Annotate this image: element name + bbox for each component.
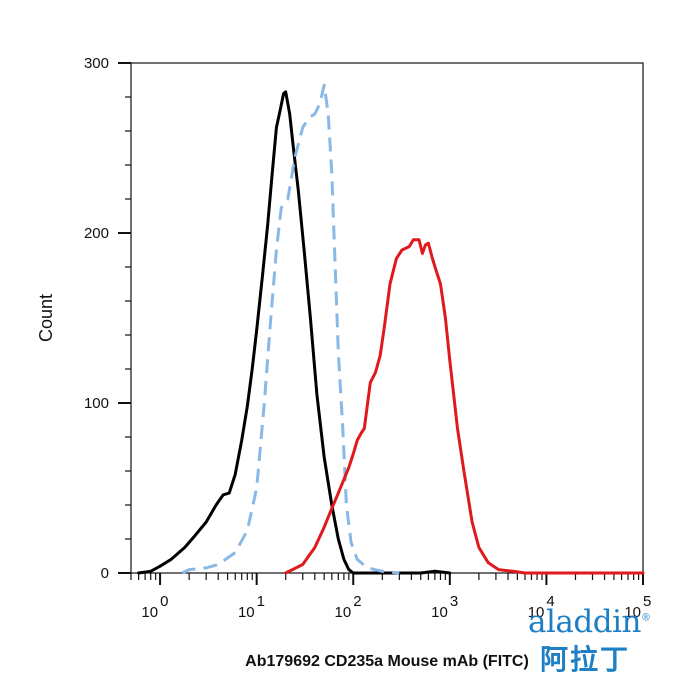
x-tick-label: 10 [528, 604, 545, 621]
y-tick-label: 100 [84, 395, 109, 412]
x-tick-label: 10 [431, 604, 448, 621]
unstained-control-curve [181, 83, 400, 575]
y-tick-label: 300 [84, 55, 109, 72]
x-tick-label: 10 [335, 604, 352, 621]
x-tick-exponent: 1 [257, 593, 265, 610]
x-tick-label: 10 [238, 604, 255, 621]
x-tick-label: 10 [141, 604, 158, 621]
logo-reg-mark: ® [640, 612, 651, 624]
logo-latin-text: aladdin [528, 604, 641, 640]
series-layer [137, 83, 645, 575]
logo-chinese: 阿拉丁 [540, 643, 631, 676]
y-axis: 0 100 200 300 [84, 55, 131, 582]
x-tick-exponent: 3 [450, 593, 458, 610]
logo-latin: aladdin® [528, 604, 651, 640]
x-axis-title: Ab179692 CD235a Mouse mAb (FITC) [245, 653, 529, 670]
aladdin-logo: aladdin® 阿拉丁 [528, 604, 688, 696]
antibody-stained-curve [284, 238, 645, 575]
isotype-control-curve [137, 90, 452, 575]
x-tick-exponent: 4 [546, 593, 554, 610]
y-tick-label: 200 [84, 225, 109, 242]
y-tick-label: 0 [101, 565, 109, 582]
x-tick-exponent: 2 [353, 593, 361, 610]
x-tick-exponent: 0 [160, 593, 168, 610]
y-axis-title: Count [36, 294, 56, 342]
x-tick-label: 10 [624, 604, 641, 621]
x-tick-exponent: 5 [643, 593, 651, 610]
